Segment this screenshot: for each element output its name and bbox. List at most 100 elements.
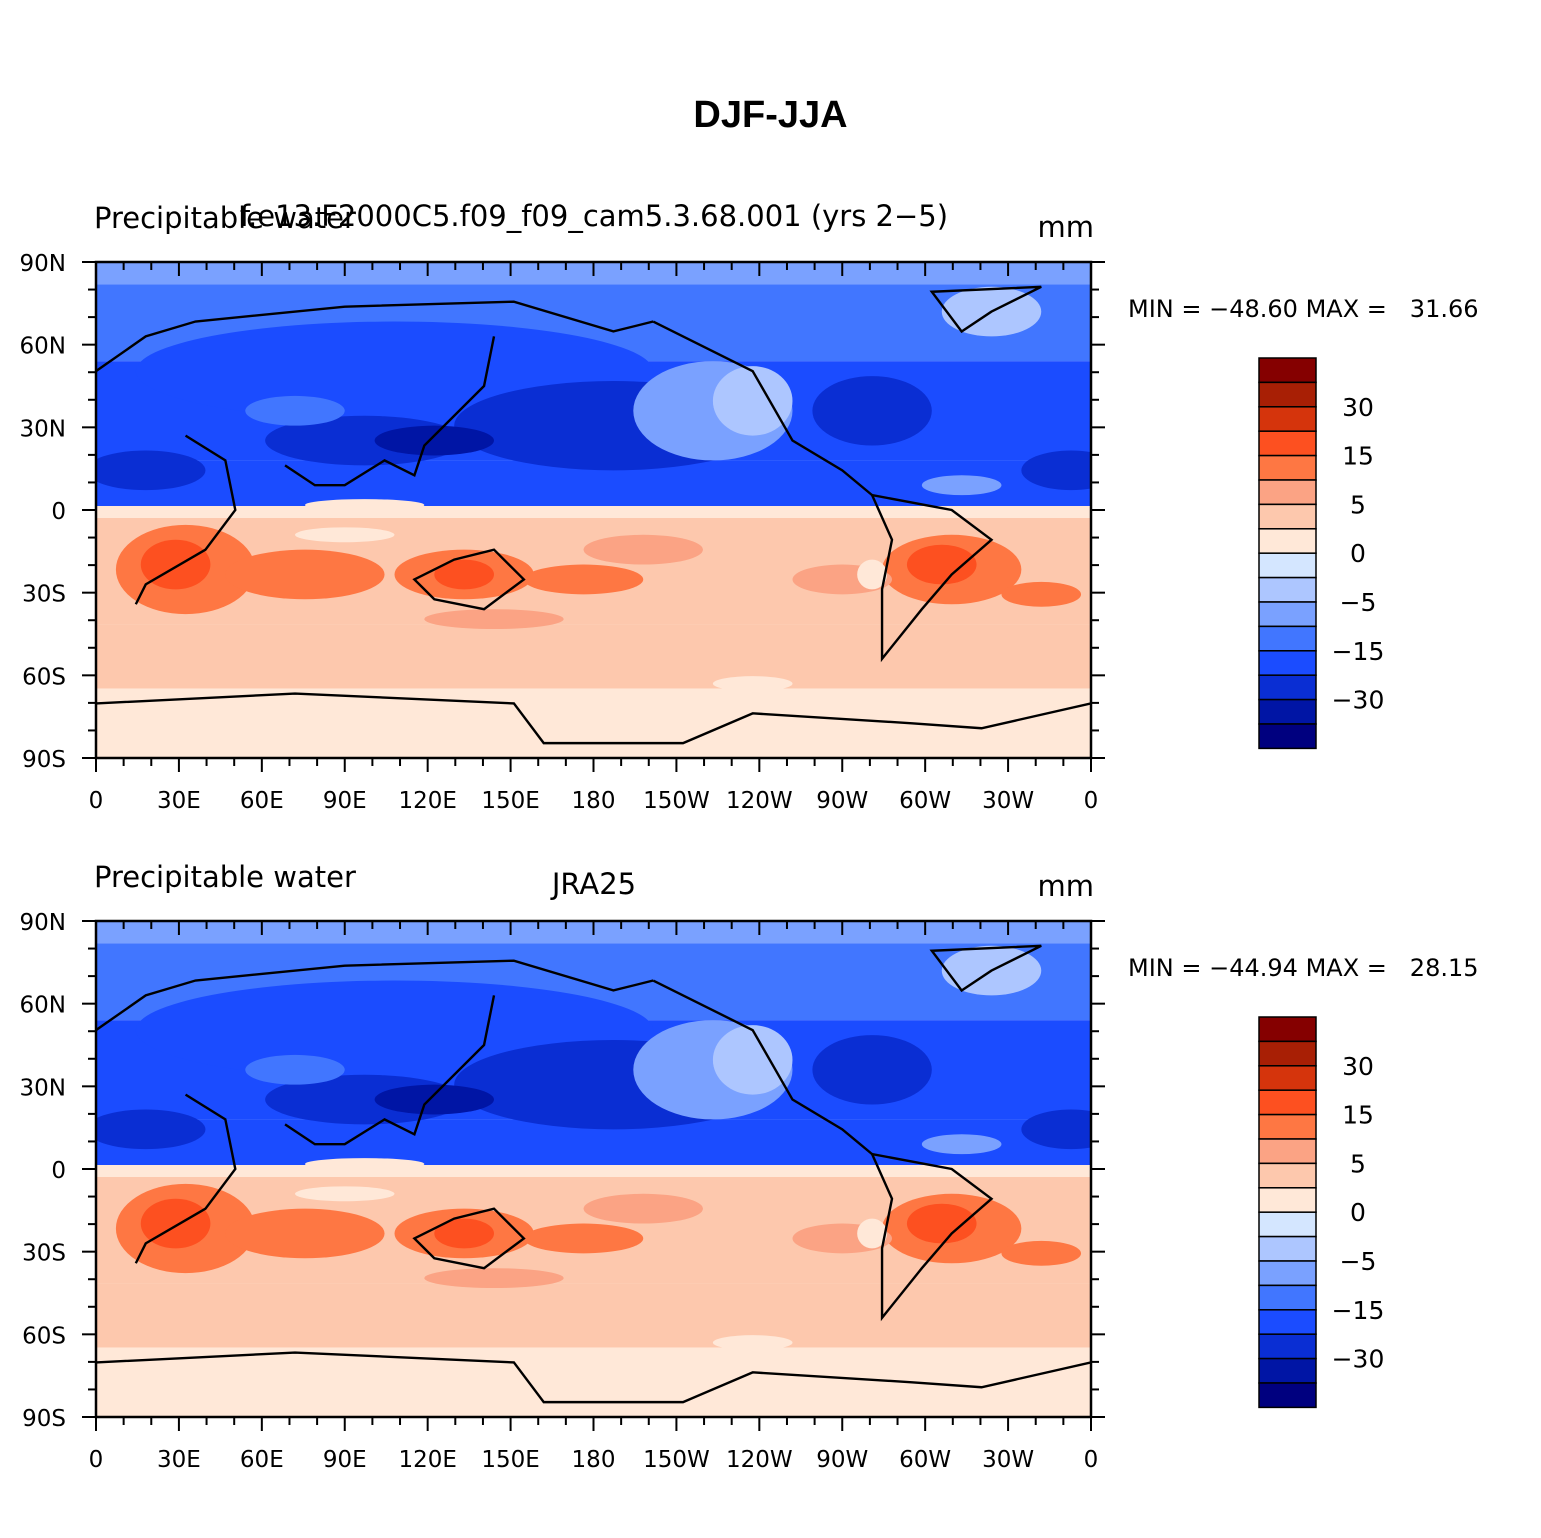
field-blob [374,1084,494,1115]
panel-1-max-label: MAX = [1305,295,1387,323]
field-blob [304,499,425,511]
lat-tick-label: 60N [20,993,66,1019]
colorbar-swatch [1258,503,1317,530]
coastline [870,1152,994,1322]
lat-tick-label: 30N [20,1075,66,1101]
coastline [412,548,526,611]
lat-tick-label: 90N [20,910,66,936]
field [96,262,1091,758]
field-blob [712,366,793,436]
field-blob [245,395,345,426]
colorbar-label: 0 [1350,1198,1366,1227]
field-blob [857,1218,888,1249]
field-blob [583,1193,703,1224]
panel-2-left-title: Precipitable water [94,860,356,894]
colorbar-swatch [1258,479,1317,506]
lon-tick-label: 180 [572,788,616,814]
panel-2-max-label: MAX = [1305,954,1387,982]
field-blob [921,475,1002,496]
colorbar-swatch [1258,1065,1317,1091]
field-band [96,688,1091,758]
colorbar-swatch [1258,406,1317,432]
coastline [96,300,654,373]
colorbar-label: −15 [1332,1296,1385,1325]
lon-tick-label: 60E [240,788,284,814]
colorbar-swatch [1258,1211,1317,1238]
coastline [929,944,1042,993]
field-blob [424,1268,564,1289]
colorbar-swatch [1258,381,1317,408]
panel-1-min-label: MIN = [1128,295,1202,323]
colorbar-swatch [1258,552,1317,579]
field-blob [304,1158,425,1170]
colorbar-label: 30 [1342,393,1374,422]
field-blob [424,609,564,630]
panel-2-map: 0 30E 60E 90E 120E 150E 180 150W 120W 90W 60W 30W 09… [20,910,1385,1473]
field-blob [225,1208,385,1259]
colorbar-swatch [1258,1089,1317,1116]
lat-tick-label: 30S [22,1241,66,1267]
field-blob [374,425,494,456]
panel-2-stats: MIN = −44.94 MAX = 28.15 [1128,956,1479,980]
lon-tick-label: 90W [816,788,868,814]
colorbar-swatch [1258,1138,1317,1165]
lat-tick-label: 90N [20,251,66,277]
colorbar-swatch [1258,1284,1317,1311]
field-blob [1001,1240,1082,1266]
colorbar: −30 −15 −5 0 5 15 30 [1258,357,1385,750]
colorbar-swatch [1258,1113,1317,1140]
field-blob [96,1109,206,1150]
field-blob [712,1025,793,1095]
colorbar-swatch [1258,430,1317,457]
colorbar-swatch [1258,454,1317,481]
field-blob [812,376,932,446]
field-band [96,624,1091,689]
colorbar-swatch [1258,1382,1317,1409]
colorbar-swatch [1258,1357,1317,1384]
lat-tick-label: 30N [20,416,66,442]
lon-tick-label: 60W [899,788,951,814]
lon-tick-label: 120E [398,788,456,814]
panel-2-min-label: MIN = [1128,954,1202,982]
colorbar-label: 5 [1350,490,1366,519]
colorbar-swatch [1258,1016,1317,1043]
lon-tick-label: 90W [816,1447,868,1473]
panel-1-stats: MIN = −48.60 MAX = 31.66 [1128,297,1479,321]
lon-tick-label: 150W [643,788,710,814]
field-blob [906,1203,977,1244]
colorbar: −30 −15 −5 0 5 15 30 [1258,1016,1385,1409]
field-blob [245,1054,345,1085]
field-blob [96,450,206,491]
lon-tick-label: 30E [157,1447,201,1473]
colorbar-swatch [1258,698,1317,725]
lat-tick-label: 90S [22,747,66,773]
field-blob [583,534,703,565]
lon-tick-label: 60W [899,1447,951,1473]
coastline [652,320,873,497]
lon-tick-label: 120W [726,788,793,814]
colorbar-label: 0 [1350,539,1366,568]
lon-tick-label: 120E [398,1447,456,1473]
colorbar-label: 5 [1350,1149,1366,1178]
field-blob [857,559,888,590]
coastline [284,995,496,1146]
field-blob [906,544,977,585]
lat-tick-label: 0 [51,1158,66,1184]
lat-tick-label: 0 [51,499,66,525]
lon-tick-label: 120W [726,1447,793,1473]
colorbar-swatch [1258,1187,1317,1213]
lon-tick-label: 30E [157,788,201,814]
colorbar-swatch [1258,1260,1317,1287]
colorbar-label: −15 [1332,637,1385,666]
lat-tick-label: 30S [22,582,66,608]
colorbar-swatch [1258,1309,1317,1335]
lon-tick-label: 90E [323,1447,367,1473]
panel-2-center-title: JRA25 [551,867,637,901]
lon-tick-label: 150E [481,1447,539,1473]
lat-tick-label: 90S [22,1406,66,1432]
colorbar-label: −30 [1332,686,1385,715]
coastline [412,1207,526,1270]
lon-tick-label: 60E [240,1447,284,1473]
colorbar-swatch [1258,1040,1317,1067]
colorbar-swatch [1258,674,1317,701]
